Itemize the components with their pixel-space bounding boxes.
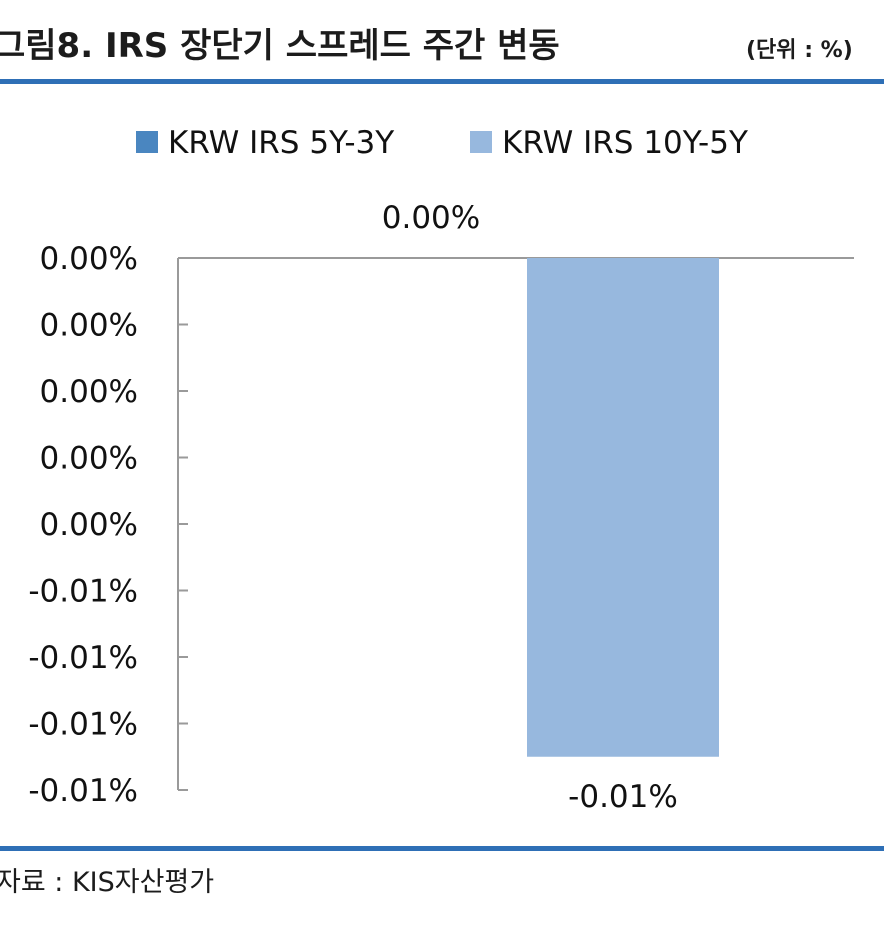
data-labels: 0.00% -0.01% xyxy=(382,200,678,815)
bar-chart: KRW IRS 5Y-3Y KRW IRS 10Y-5Y 0.00%0.00%0.… xyxy=(28,125,854,815)
bottom-rule xyxy=(0,846,884,851)
data-label-2: -0.01% xyxy=(568,779,678,815)
legend-label-1: KRW IRS 5Y-3Y xyxy=(168,125,394,161)
source-note: 자료 : KIS자산평가 xyxy=(0,867,215,898)
legend-swatch-1 xyxy=(136,131,158,153)
chart-bars xyxy=(527,258,719,757)
y-tick-label: -0.01% xyxy=(28,640,138,676)
data-label-1: 0.00% xyxy=(382,200,480,236)
unit-label: (단위 : %) xyxy=(746,38,853,63)
legend-label-2: KRW IRS 10Y-5Y xyxy=(502,125,748,161)
title-row: 그림8. IRS 장단기 스프레드 주간 변동 (단위 : %) xyxy=(0,14,890,74)
y-tick-label: -0.01% xyxy=(28,773,138,809)
y-tick-label: 0.00% xyxy=(40,241,138,277)
page-title: 그림8. IRS 장단기 스프레드 주간 변동 xyxy=(0,26,560,66)
y-tick-label: -0.01% xyxy=(28,574,138,610)
y-tick-label: 0.00% xyxy=(40,374,138,410)
y-tick-label: 0.00% xyxy=(40,308,138,344)
chart-legend: KRW IRS 5Y-3Y KRW IRS 10Y-5Y xyxy=(136,125,748,161)
legend-swatch-2 xyxy=(470,131,492,153)
y-tick-label: -0.01% xyxy=(28,707,138,743)
y-axis-ticks: 0.00% 0.00% 0.00% 0.00% 0.00% -0.01% -0.01% -0.… xyxy=(28,241,188,809)
bar-2 xyxy=(527,258,719,757)
top-rule xyxy=(0,79,884,84)
y-tick-label: 0.00% xyxy=(40,507,138,543)
chart-axes xyxy=(177,257,854,790)
y-tick-label: 0.00% xyxy=(40,441,138,477)
